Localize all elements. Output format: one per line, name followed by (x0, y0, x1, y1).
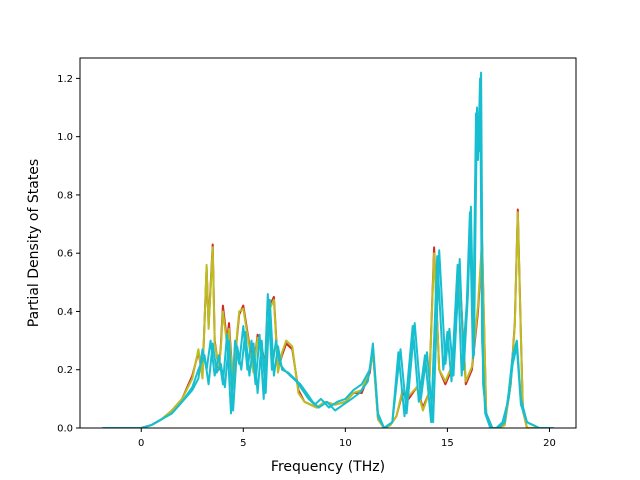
series-layer (102, 71, 554, 428)
x-tick-label: 5 (240, 438, 246, 449)
y-tick-label: 1.0 (57, 132, 73, 143)
x-tick-label: 15 (441, 438, 454, 449)
y-tick-label: 0.0 (57, 424, 73, 435)
x-tick-label: 10 (339, 438, 352, 449)
y-tick-label: 1.2 (57, 74, 73, 85)
y-tick-label: 0.4 (57, 307, 73, 318)
y-axis-ticks: 0.0 0.2 0.4 0.6 0.8 1.0 1.2 (57, 74, 80, 435)
y-tick-label: 0.6 (57, 249, 73, 260)
series-line-4 (102, 77, 554, 428)
y-tick-label: 0.2 (57, 365, 73, 376)
x-tick-label: 20 (543, 438, 556, 449)
y-axis-label: Partial Density of States (26, 159, 42, 327)
y-tick-label: 0.8 (57, 190, 73, 201)
x-tick-label: 0 (138, 438, 144, 449)
plot-background (80, 58, 576, 428)
plot-frame (79, 57, 577, 429)
x-axis-label: Frequency (THz) (271, 459, 385, 475)
x-axis-ticks: 0 5 10 15 20 (138, 428, 556, 449)
